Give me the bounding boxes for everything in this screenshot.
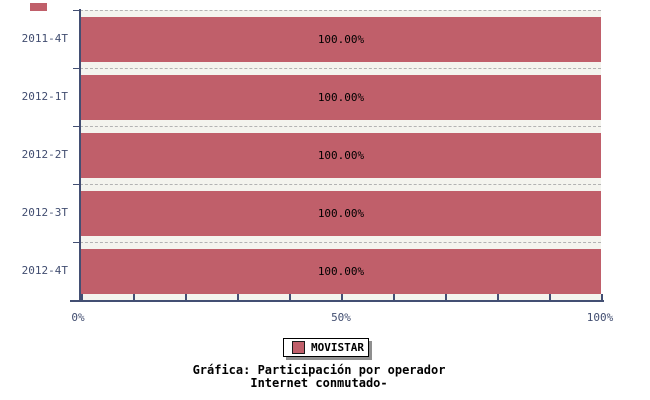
- x-axis-tick: [289, 294, 291, 300]
- top-left-marker: [30, 3, 47, 11]
- x-tick-label-50: 50%: [331, 311, 351, 324]
- y-axis-tick: [73, 10, 79, 11]
- y-axis-label-2012-3T: 2012-3T: [21, 206, 68, 219]
- x-tick-label-100: 100%: [586, 311, 614, 324]
- y-axis-label-2012-1T: 2012-1T: [21, 90, 68, 103]
- bar-movistar-2012-1T: 100.00%: [81, 75, 601, 120]
- x-axis-tick: [341, 294, 343, 300]
- chart-caption: Gráfica: Participación por operador Inte…: [0, 364, 638, 390]
- x-tick-label-0: 0%: [71, 311, 85, 324]
- y-axis-tick: [73, 126, 79, 127]
- caption-line-2: Internet conmutado-: [250, 376, 388, 390]
- x-axis-tick: [445, 294, 447, 300]
- bar-movistar-2012-4T: 100.00%: [81, 249, 601, 294]
- legend-label: MOVISTAR: [311, 341, 364, 354]
- bar-movistar-2012-3T: 100.00%: [81, 191, 601, 236]
- bar-movistar-2011-4T: 100.00%: [81, 17, 601, 62]
- y-axis-label-2012-2T: 2012-2T: [21, 148, 68, 161]
- y-axis-label-2011-4T: 2011-4T: [21, 32, 68, 45]
- x-axis-tick: [133, 294, 135, 300]
- x-axis-tick: [393, 294, 395, 300]
- y-axis-tick: [73, 184, 79, 185]
- legend-swatch-movistar-icon: [292, 341, 305, 354]
- chart-row-2011-4T: 100.00%: [80, 10, 601, 68]
- plot-area: 100.00% 100.00% 100.00% 100.00% 100.00%: [80, 10, 601, 300]
- x-axis-tick: [237, 294, 239, 300]
- y-axis-label-2012-4T: 2012-4T: [21, 264, 68, 277]
- x-axis-line: [70, 300, 604, 302]
- chart-row-2012-1T: 100.00%: [80, 68, 601, 126]
- x-axis-tick: [549, 294, 551, 300]
- bar-movistar-2012-2T: 100.00%: [81, 133, 601, 178]
- y-axis-tick: [73, 68, 79, 69]
- x-axis-tick: [81, 294, 83, 300]
- x-axis-tick: [497, 294, 499, 300]
- chart-row-2012-3T: 100.00%: [80, 184, 601, 242]
- legend-box: MOVISTAR: [283, 338, 369, 357]
- y-axis-tick: [73, 242, 79, 243]
- caption-line-1: Gráfica: Participación por operador: [192, 363, 446, 377]
- x-axis-tick: [601, 294, 603, 300]
- chart-row-2012-2T: 100.00%: [80, 126, 601, 184]
- x-axis-tick: [185, 294, 187, 300]
- y-axis-line: [79, 9, 81, 302]
- chart-row-2012-4T: 100.00%: [80, 242, 601, 300]
